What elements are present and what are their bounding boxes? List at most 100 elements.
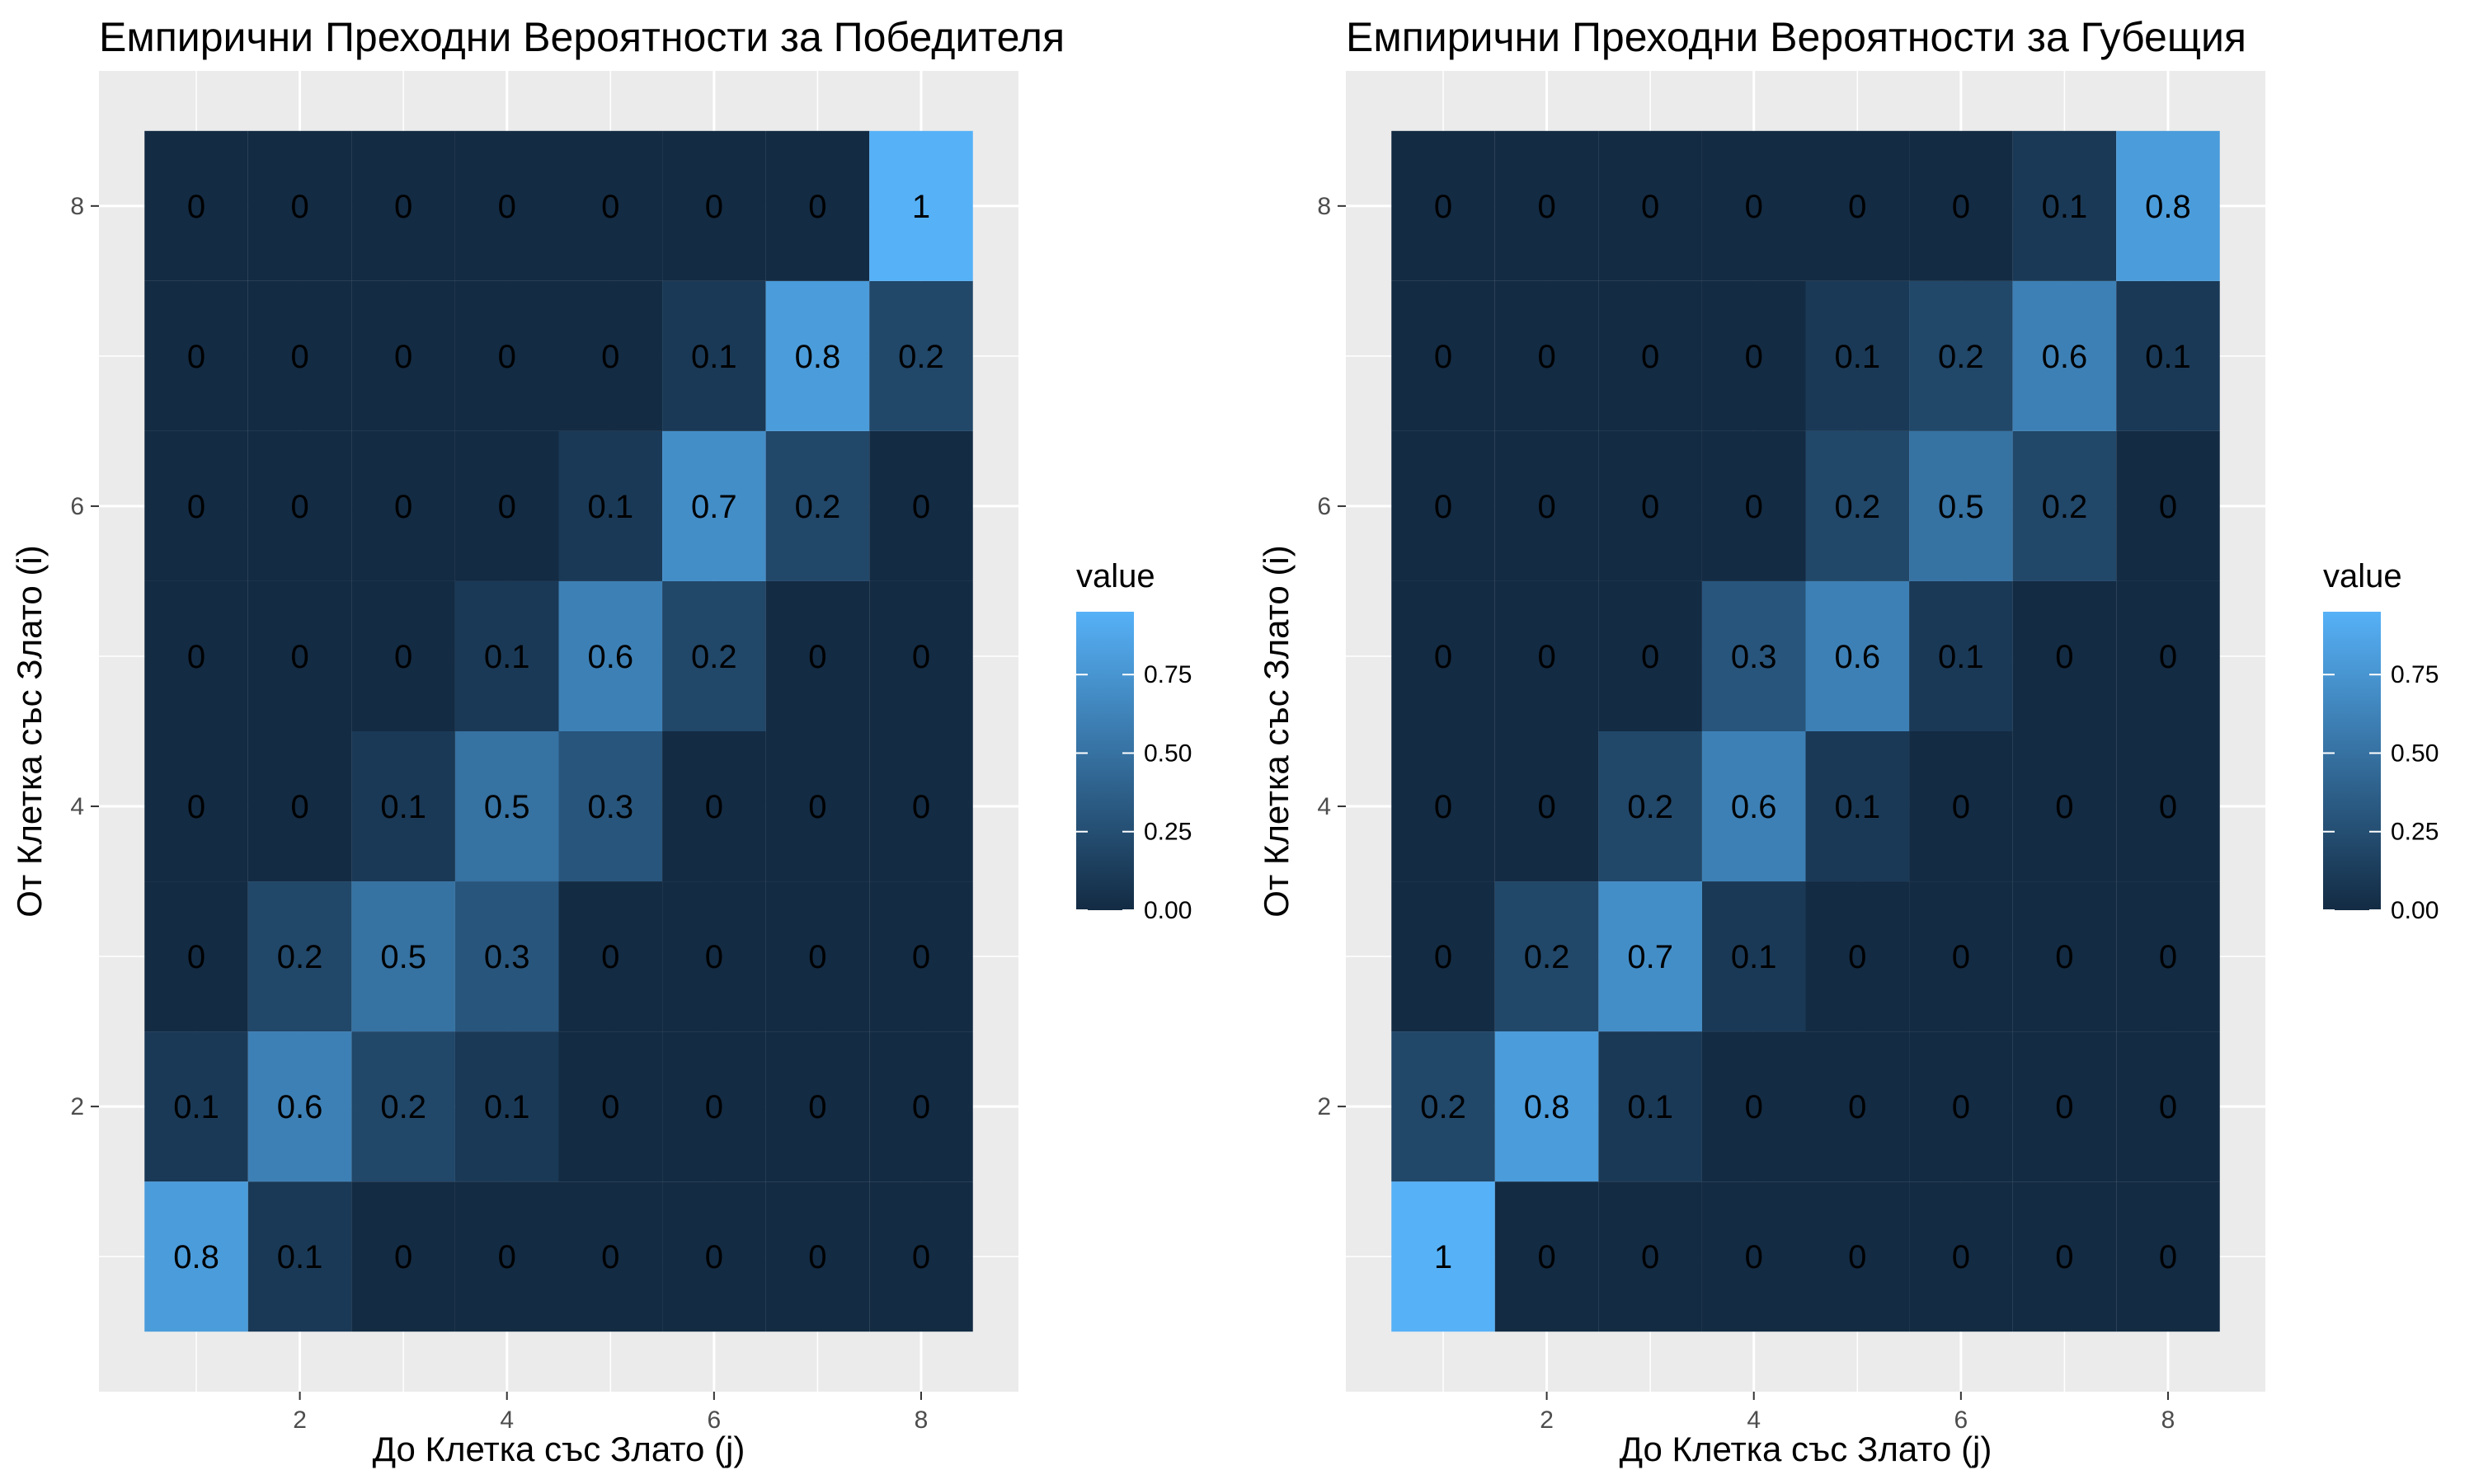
cell-value-label: 0.1 bbox=[277, 1239, 323, 1275]
cell-value-label: 0 bbox=[1537, 189, 1555, 225]
heatmap-cell bbox=[247, 1031, 352, 1182]
cell-value-label: 0.2 bbox=[1834, 489, 1880, 525]
cell-value-label: 0.1 bbox=[1834, 339, 1880, 375]
cell-value-label: 0 bbox=[290, 339, 308, 375]
cell-value-label: 0 bbox=[808, 1239, 826, 1275]
y-tick-label: 4 bbox=[70, 793, 84, 820]
heatmap-cell bbox=[558, 1031, 663, 1182]
heatmap-cell bbox=[558, 430, 663, 581]
heatmap-cell bbox=[869, 1181, 973, 1332]
cell-value-label: 0 bbox=[2055, 639, 2073, 675]
cell-value-label: 0.1 bbox=[1834, 789, 1880, 825]
heatmap-cell bbox=[1909, 1031, 2013, 1182]
cell-value-label: 0.1 bbox=[484, 639, 530, 675]
cell-value-label: 0.1 bbox=[2042, 189, 2088, 225]
heatmap-cell bbox=[662, 580, 766, 731]
cell-value-label: 0 bbox=[601, 939, 619, 975]
cell-value-label: 0.8 bbox=[795, 339, 841, 375]
heatmap-cell bbox=[144, 130, 248, 281]
heatmap-cell bbox=[1598, 580, 1702, 731]
heatmap-cell bbox=[869, 1031, 973, 1182]
cell-value-label: 0 bbox=[394, 339, 412, 375]
heatmap-cell bbox=[765, 731, 870, 882]
y-axis-title: От Клетка със Злато (i) bbox=[10, 545, 49, 917]
cell-value-label: 0 bbox=[290, 789, 308, 825]
heatmap-cell bbox=[1909, 881, 2013, 1032]
y-tick-label: 2 bbox=[1317, 1093, 1331, 1120]
heatmap-cell bbox=[144, 1031, 248, 1182]
heatmap-cell bbox=[2116, 430, 2220, 581]
legend-tick-label: 0.00 bbox=[1144, 897, 1192, 924]
heatmap-cell bbox=[351, 280, 455, 431]
cell-value-label: 0 bbox=[1641, 189, 1659, 225]
heatmap-cell bbox=[1391, 430, 1495, 581]
cell-value-label: 0 bbox=[601, 339, 619, 375]
cell-value-label: 0 bbox=[2159, 789, 2177, 825]
heatmap-cell bbox=[1391, 280, 1495, 431]
cell-value-label: 0 bbox=[2159, 639, 2177, 675]
cell-value-label: 0 bbox=[187, 789, 205, 825]
cell-value-label: 0 bbox=[1537, 789, 1555, 825]
cell-value-label: 0.2 bbox=[1627, 789, 1673, 825]
cell-value-label: 0 bbox=[394, 1239, 412, 1275]
heatmap-cell bbox=[351, 130, 455, 281]
heatmap-cell bbox=[1598, 130, 1702, 281]
heatmap-cell bbox=[1701, 1031, 1806, 1182]
heatmap-cell bbox=[351, 1181, 455, 1332]
heatmap-cell bbox=[454, 1031, 559, 1182]
cell-value-label: 0 bbox=[1434, 939, 1452, 975]
x-tick-label: 2 bbox=[1540, 1407, 1554, 1434]
cell-value-label: 0 bbox=[1745, 489, 1763, 525]
heatmap-cell bbox=[2116, 731, 2220, 882]
heatmap-cell bbox=[1909, 430, 2013, 581]
heatmap-cell bbox=[1701, 280, 1806, 431]
heatmap-cell bbox=[1494, 130, 1599, 281]
heatmap-chart-1: Емпирични Преходни Вероятности за Победи… bbox=[10, 14, 1192, 1468]
heatmap-cell bbox=[1598, 1031, 1702, 1182]
cell-value-label: 0.8 bbox=[173, 1239, 219, 1275]
cell-value-label: 0 bbox=[498, 489, 516, 525]
legend-colorbar bbox=[2323, 612, 2381, 910]
cell-value-label: 0.6 bbox=[1834, 639, 1880, 675]
cell-value-label: 0 bbox=[1745, 1239, 1763, 1275]
y-tick-label: 6 bbox=[70, 493, 84, 520]
cell-value-label: 0 bbox=[394, 189, 412, 225]
cell-value-label: 0 bbox=[1537, 1239, 1555, 1275]
cell-value-label: 0 bbox=[187, 189, 205, 225]
cell-value-label: 0 bbox=[187, 489, 205, 525]
y-tick-label: 8 bbox=[70, 193, 84, 220]
heatmap-cell bbox=[454, 580, 559, 731]
heatmap-cell bbox=[2116, 280, 2220, 431]
chart-title: Емпирични Преходни Вероятности за Губещи… bbox=[1346, 14, 2246, 60]
heatmap-cell bbox=[351, 1031, 455, 1182]
cell-value-label: 0 bbox=[1434, 189, 1452, 225]
heatmap-cell bbox=[454, 430, 559, 581]
cell-value-label: 0 bbox=[394, 639, 412, 675]
heatmap-cell bbox=[558, 731, 663, 882]
cell-value-label: 0 bbox=[601, 189, 619, 225]
cell-value-label: 0 bbox=[1952, 189, 1970, 225]
heatmap-cell bbox=[869, 731, 973, 882]
cell-value-label: 0 bbox=[187, 939, 205, 975]
heatmap-cell bbox=[1701, 580, 1806, 731]
cell-value-label: 0 bbox=[2055, 1239, 2073, 1275]
heatmap-cell bbox=[144, 580, 248, 731]
cell-value-label: 0.1 bbox=[380, 789, 426, 825]
color-legend: value 0.00 0.25 0.50 0.75 bbox=[2323, 558, 2439, 924]
cell-value-label: 0 bbox=[705, 939, 723, 975]
heatmap-cell bbox=[1391, 881, 1495, 1032]
cell-value-label: 0 bbox=[705, 1239, 723, 1275]
cell-value-label: 0.5 bbox=[1938, 489, 1984, 525]
cell-value-label: 0 bbox=[1434, 789, 1452, 825]
heatmap-cell bbox=[1909, 280, 2013, 431]
heatmap-cell bbox=[558, 1181, 663, 1332]
x-tick-label: 6 bbox=[708, 1407, 722, 1434]
heatmap-cell bbox=[662, 731, 766, 882]
heatmap-cell bbox=[247, 1181, 352, 1332]
heatmap-cell bbox=[1391, 1181, 1495, 1332]
heatmap-cell bbox=[869, 430, 973, 581]
cell-value-label: 0 bbox=[705, 789, 723, 825]
legend-colorbar bbox=[1076, 612, 1134, 910]
heatmap-cell bbox=[2012, 1181, 2117, 1332]
cell-value-label: 0.6 bbox=[1731, 789, 1777, 825]
